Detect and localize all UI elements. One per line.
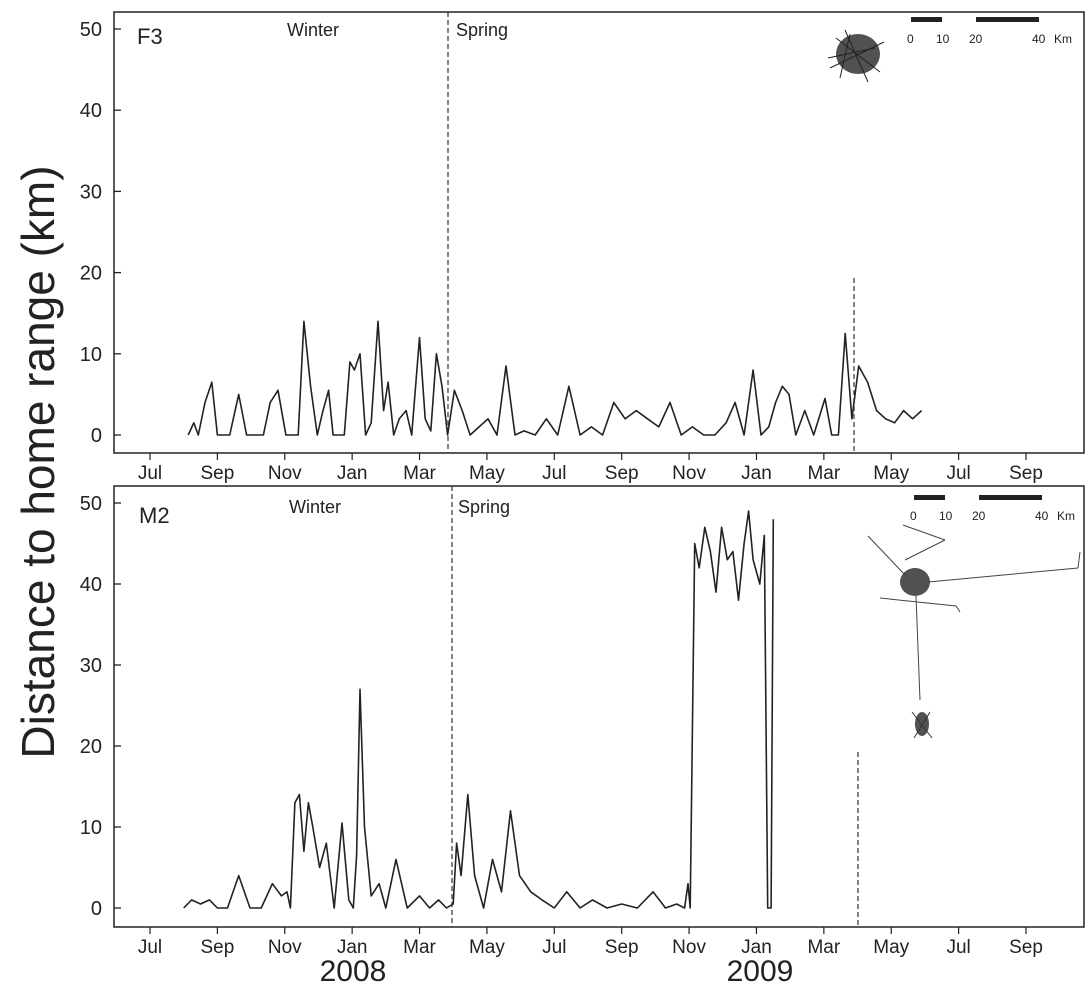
y-axis-label: Distance to home range (km) [12, 165, 64, 758]
x-tick-label-m2-2: Nov [268, 937, 302, 958]
panel-label-m2: M2 [139, 503, 170, 528]
y-tick-label-m2-3: 30 [80, 655, 102, 677]
x-tick-label-m2-8: Nov [672, 937, 706, 958]
plot-frame-f3 [113, 11, 1085, 454]
x-tick-label-m2-5: May [469, 937, 505, 958]
y-tick-label-f3-4: 40 [80, 100, 102, 122]
y-tick-label-f3-5: 50 [80, 19, 102, 41]
x-tick-label-f3-10: Mar [807, 463, 840, 484]
svg-text:20: 20 [972, 509, 986, 523]
x-tick-label-m2-12: Jul [946, 937, 970, 958]
y-tick-label-m2-1: 10 [80, 817, 102, 839]
x-tick-label-f3-6: Jul [542, 463, 566, 484]
svg-text:Km: Km [1054, 32, 1072, 46]
x-tick-label-m2-13: Sep [1009, 937, 1043, 958]
svg-text:10: 10 [939, 509, 953, 523]
svg-text:Km: Km [1057, 509, 1075, 523]
svg-text:20: 20 [969, 32, 983, 46]
panel-label-f3: F3 [137, 24, 163, 49]
series-f3 [187, 320, 923, 436]
svg-text:10: 10 [936, 32, 950, 46]
x-tick-label-f3-9: Jan [741, 463, 772, 484]
x-tick-label-m2-9: Jan [741, 937, 772, 958]
season-winter-f3: Winter [287, 20, 339, 40]
x-tick-label-f3-0: Jul [138, 463, 162, 484]
x-tick-label-m2-6: Jul [542, 937, 566, 958]
x-tick-label-m2-11: May [873, 937, 909, 958]
y-tick-label-f3-2: 20 [80, 263, 102, 285]
x-tick-label-f3-5: May [469, 463, 505, 484]
x-tick-label-m2-4: Mar [403, 937, 436, 958]
svg-text:0: 0 [907, 32, 914, 46]
x-tick-label-f3-4: Mar [403, 463, 436, 484]
year-label-2008: 2008 [320, 955, 387, 988]
inset-map-f3 [827, 29, 885, 83]
y-ticks-f3: 0 10 20 30 40 50 [80, 19, 121, 447]
y-tick-label-m2-0: 0 [91, 898, 102, 920]
x-tick-label-f3-3: Jan [337, 463, 368, 484]
x-tick-label-m2-10: Mar [807, 937, 840, 958]
svg-text:40: 40 [1032, 32, 1046, 46]
scale-bar-f3: 0 10 20 40 Km [907, 17, 1072, 46]
inset-map-m2 [867, 524, 1081, 739]
plot-frame-m2 [113, 485, 1085, 928]
x-tick-label-f3-2: Nov [268, 463, 302, 484]
x-ticks-f3: Jul Sep Nov Jan Mar May Jul Sep Nov Jan Mar May Jul S… [138, 453, 1043, 484]
x-tick-label-m2-7: Sep [605, 937, 639, 958]
season-spring-f3: Spring [456, 20, 508, 40]
svg-text:0: 0 [910, 509, 917, 523]
scale-bar-m2: 0 10 20 40 Km [910, 495, 1075, 523]
x-tick-label-f3-1: Sep [200, 463, 234, 484]
x-tick-label-f3-7: Sep [605, 463, 639, 484]
x-tick-label-m2-3: Jan [337, 937, 368, 958]
y-tick-label-f3-1: 10 [80, 344, 102, 366]
x-tick-label-f3-12: Jul [946, 463, 970, 484]
series-m2 [183, 510, 775, 909]
year-label-2009: 2009 [727, 955, 794, 988]
y-tick-label-m2-4: 40 [80, 574, 102, 596]
y-tick-label-m2-2: 20 [80, 736, 102, 758]
x-tick-label-m2-0: Jul [138, 937, 162, 958]
season-spring-m2: Spring [458, 497, 510, 517]
x-tick-label-f3-13: Sep [1009, 463, 1043, 484]
series-line-m2-0 [183, 510, 775, 909]
y-ticks-m2: 0 10 20 30 40 50 [80, 493, 121, 920]
y-tick-label-f3-0: 0 [91, 425, 102, 447]
y-tick-label-f3-3: 30 [80, 181, 102, 203]
series-line-f3-0 [187, 320, 923, 436]
y-tick-label-m2-5: 50 [80, 493, 102, 515]
svg-text:40: 40 [1035, 509, 1049, 523]
x-tick-label-m2-1: Sep [200, 937, 234, 958]
x-tick-label-f3-11: May [873, 463, 909, 484]
x-ticks-m2: Jul Sep Nov Jan Mar May Jul Sep Nov Jan Mar May Jul S… [138, 927, 1043, 958]
x-tick-label-f3-8: Nov [672, 463, 706, 484]
season-winter-m2: Winter [289, 497, 341, 517]
